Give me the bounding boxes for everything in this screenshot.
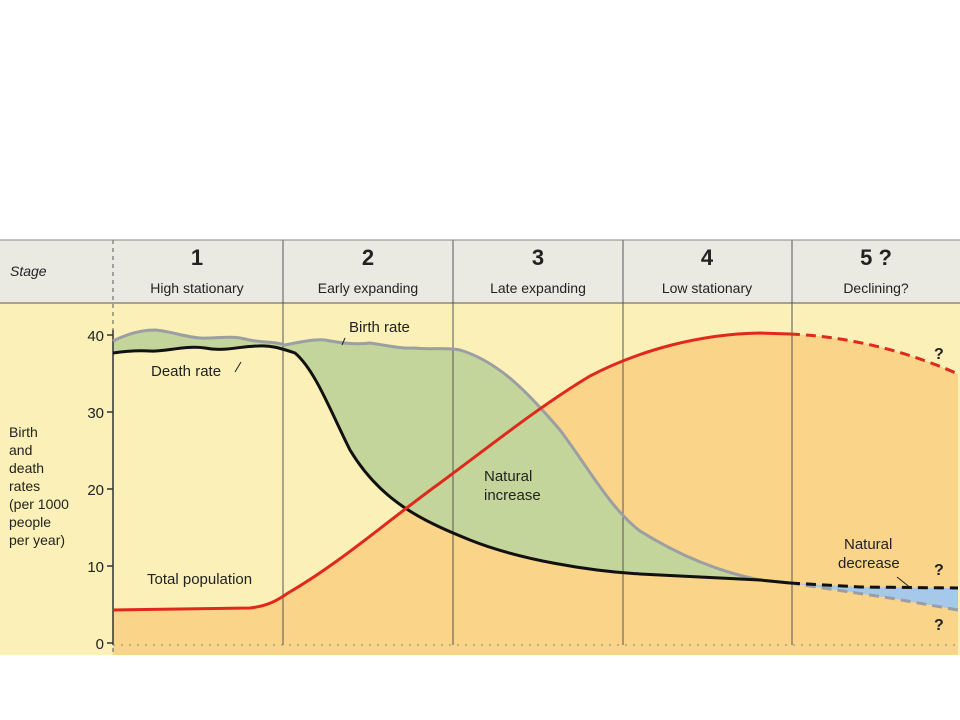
stage-5-name: Declining? bbox=[843, 280, 909, 296]
natural-decrease-leader bbox=[896, 576, 913, 590]
natural-increase-label-line1: Natural bbox=[484, 468, 532, 485]
stage-1-number: 1 bbox=[191, 245, 203, 270]
natural-decrease-area bbox=[790, 583, 958, 610]
stage-2-name: Early expanding bbox=[318, 280, 418, 296]
natural-decrease-label-line2: decrease bbox=[838, 555, 900, 572]
stage-5-number: 5 ? bbox=[860, 245, 892, 270]
birth-rate-label: Birth rate bbox=[349, 319, 410, 336]
y-tick-40: 40 bbox=[87, 328, 104, 345]
y-label-line: death bbox=[9, 460, 44, 476]
y-tick-10: 10 bbox=[87, 559, 104, 576]
stage-1-name: High stationary bbox=[150, 280, 243, 296]
total-population-label: Total population bbox=[147, 571, 252, 588]
y-label-line: rates bbox=[9, 478, 40, 494]
y-label-line: Birth bbox=[9, 424, 38, 440]
y-axis-tick-marks bbox=[107, 334, 113, 644]
natural-decrease-label-line1: Natural bbox=[844, 536, 892, 553]
death-rate-line bbox=[112, 344, 791, 585]
y-label-line: (per 1000 bbox=[9, 496, 69, 512]
y-label-line: and bbox=[9, 442, 32, 458]
death-rate-leader bbox=[234, 361, 242, 373]
natural-increase-area bbox=[113, 330, 790, 583]
y-tick-0: 0 bbox=[96, 636, 104, 653]
stage-3-number: 3 bbox=[532, 245, 544, 270]
y-axis-label: Birth and death rates (per 1000 people p… bbox=[9, 424, 69, 548]
total-population-line bbox=[112, 331, 791, 612]
death-rate-label: Death rate bbox=[151, 363, 221, 380]
question-mark-birth: ? bbox=[934, 617, 944, 634]
birth-rate-line-projected bbox=[789, 581, 959, 612]
stage-4-number: 4 bbox=[701, 245, 714, 270]
birth-rate-leader bbox=[341, 337, 346, 346]
stage-3-name: Late expanding bbox=[490, 280, 586, 296]
question-mark-population: ? bbox=[934, 346, 944, 363]
y-label-line: per year) bbox=[9, 532, 65, 548]
birth-rate-line bbox=[112, 328, 791, 585]
y-tick-30: 30 bbox=[87, 405, 104, 422]
y-tick-20: 20 bbox=[87, 482, 104, 499]
stage-4-name: Low stationary bbox=[662, 280, 752, 296]
stage-header-bar bbox=[0, 240, 960, 303]
total-population-line-projected bbox=[789, 332, 959, 376]
stage-2-number: 2 bbox=[362, 245, 374, 270]
question-mark-death: ? bbox=[934, 562, 944, 579]
y-label-line: people bbox=[9, 514, 51, 530]
death-rate-line-projected bbox=[789, 581, 959, 590]
natural-increase-label-line2: increase bbox=[484, 487, 541, 504]
stage-label: Stage bbox=[10, 263, 47, 279]
